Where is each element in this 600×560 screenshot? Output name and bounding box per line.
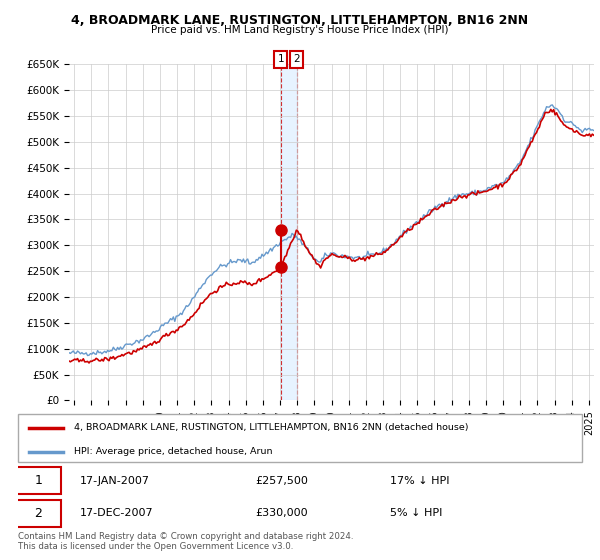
Text: £330,000: £330,000 bbox=[255, 508, 308, 518]
Text: Contains HM Land Registry data © Crown copyright and database right 2024.
This d: Contains HM Land Registry data © Crown c… bbox=[18, 532, 353, 552]
Text: 2: 2 bbox=[34, 507, 42, 520]
Text: 1: 1 bbox=[277, 54, 284, 64]
Text: 5% ↓ HPI: 5% ↓ HPI bbox=[390, 508, 443, 518]
Text: 1: 1 bbox=[34, 474, 42, 487]
FancyBboxPatch shape bbox=[15, 500, 61, 526]
Text: Price paid vs. HM Land Registry's House Price Index (HPI): Price paid vs. HM Land Registry's House … bbox=[151, 25, 449, 35]
Text: HPI: Average price, detached house, Arun: HPI: Average price, detached house, Arun bbox=[74, 447, 273, 456]
Bar bbox=[281, 64, 296, 400]
Text: 2: 2 bbox=[293, 54, 300, 64]
FancyBboxPatch shape bbox=[15, 468, 61, 494]
Text: 17% ↓ HPI: 17% ↓ HPI bbox=[390, 476, 450, 486]
Text: 4, BROADMARK LANE, RUSTINGTON, LITTLEHAMPTON, BN16 2NN: 4, BROADMARK LANE, RUSTINGTON, LITTLEHAM… bbox=[71, 14, 529, 27]
Text: 4, BROADMARK LANE, RUSTINGTON, LITTLEHAMPTON, BN16 2NN (detached house): 4, BROADMARK LANE, RUSTINGTON, LITTLEHAM… bbox=[74, 423, 469, 432]
Text: £257,500: £257,500 bbox=[255, 476, 308, 486]
FancyBboxPatch shape bbox=[18, 414, 582, 462]
Text: 17-JAN-2007: 17-JAN-2007 bbox=[80, 476, 150, 486]
Text: 17-DEC-2007: 17-DEC-2007 bbox=[80, 508, 154, 518]
